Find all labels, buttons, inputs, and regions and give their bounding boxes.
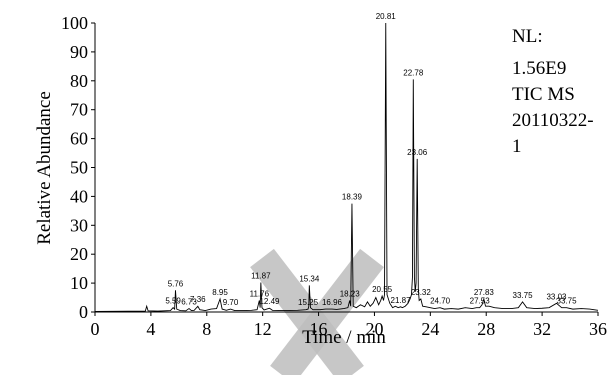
- peak-label: 21.87: [391, 296, 412, 305]
- peak-label: 7.36: [190, 295, 206, 304]
- peak-label: 8.95: [212, 288, 228, 297]
- annotation-line: 1.56E9: [512, 58, 566, 79]
- peak-label: 20.55: [372, 285, 393, 294]
- y-tick-label: 20: [70, 244, 88, 264]
- y-tick-label: 60: [70, 129, 88, 149]
- y-ticks: 0 10 20 30 40 50 60 70 80 90 100: [61, 13, 95, 322]
- peak-label: 20.81: [376, 12, 397, 21]
- x-tick-label: 32: [533, 319, 551, 339]
- peak-labels: 5.59 5.76 6.737.36 8.959.70 11.76 11.87 12.49 1…: [165, 12, 577, 307]
- peak-label: 5.76: [168, 279, 184, 288]
- annotation-line: 1: [512, 136, 522, 157]
- peak-label: 15.34: [299, 274, 320, 283]
- peak-label: 22.78: [403, 68, 424, 77]
- peak-label: 6.73: [181, 298, 197, 307]
- peak-label: 23.32: [411, 288, 432, 297]
- peak-label: 15.25: [298, 298, 319, 307]
- x-ticks: 0 4 8 12 16 20 24 28 32 36: [91, 312, 607, 339]
- peak-label: 33.75: [513, 291, 534, 300]
- peak-label: 5.59: [165, 297, 181, 306]
- peak-label: 18.39: [342, 193, 363, 202]
- x-tick-label: 0: [91, 319, 100, 339]
- peak-label: 27.83: [474, 288, 495, 297]
- watermark: [250, 248, 384, 375]
- peak-label: 27.53: [470, 297, 491, 306]
- peak-label: 33.75: [557, 297, 578, 306]
- y-tick-label: 90: [70, 42, 88, 62]
- y-tick-label: 80: [70, 71, 88, 91]
- peak-label: 24.70: [430, 297, 451, 306]
- x-tick-label: 8: [202, 319, 211, 339]
- y-tick-label: 0: [79, 302, 88, 322]
- y-tick-label: 30: [70, 215, 88, 235]
- annotation-line: 20110322-: [512, 110, 594, 131]
- y-tick-label: 10: [70, 273, 88, 293]
- nl-annotation: NL: 1.56E9 TIC MS 20110322- 1: [512, 26, 594, 157]
- y-tick-label: 100: [61, 13, 88, 33]
- x-tick-label: 16: [310, 319, 328, 339]
- y-tick-label: 50: [70, 158, 88, 178]
- x-tick-label: 12: [254, 319, 272, 339]
- peak-label: 12.49: [259, 297, 280, 306]
- peak-label: 9.70: [223, 298, 239, 307]
- y-tick-label: 70: [70, 100, 88, 120]
- y-tick-label: 40: [70, 186, 88, 206]
- x-tick-label: 28: [477, 319, 495, 339]
- y-axis-title: Relative Abundance: [34, 91, 55, 245]
- peak-label: 11.76: [250, 289, 270, 298]
- peak-label: 16.96: [322, 298, 343, 307]
- peak-label: 33.03: [546, 292, 567, 301]
- chromatogram-trace: [94, 22, 599, 312]
- x-axis-title: Time / min: [302, 327, 386, 348]
- annotation-line: TIC MS: [512, 84, 575, 105]
- x-tick-label: 24: [421, 319, 439, 339]
- x-tick-label: 36: [589, 319, 607, 339]
- x-tick-label: 20: [365, 319, 383, 339]
- x-tick-label: 4: [146, 319, 155, 339]
- peak-label: 11.87: [251, 272, 271, 281]
- annotation-line: NL:: [512, 26, 543, 47]
- peak-label: 23.06: [407, 148, 428, 157]
- peak-label: 18.23: [340, 289, 361, 298]
